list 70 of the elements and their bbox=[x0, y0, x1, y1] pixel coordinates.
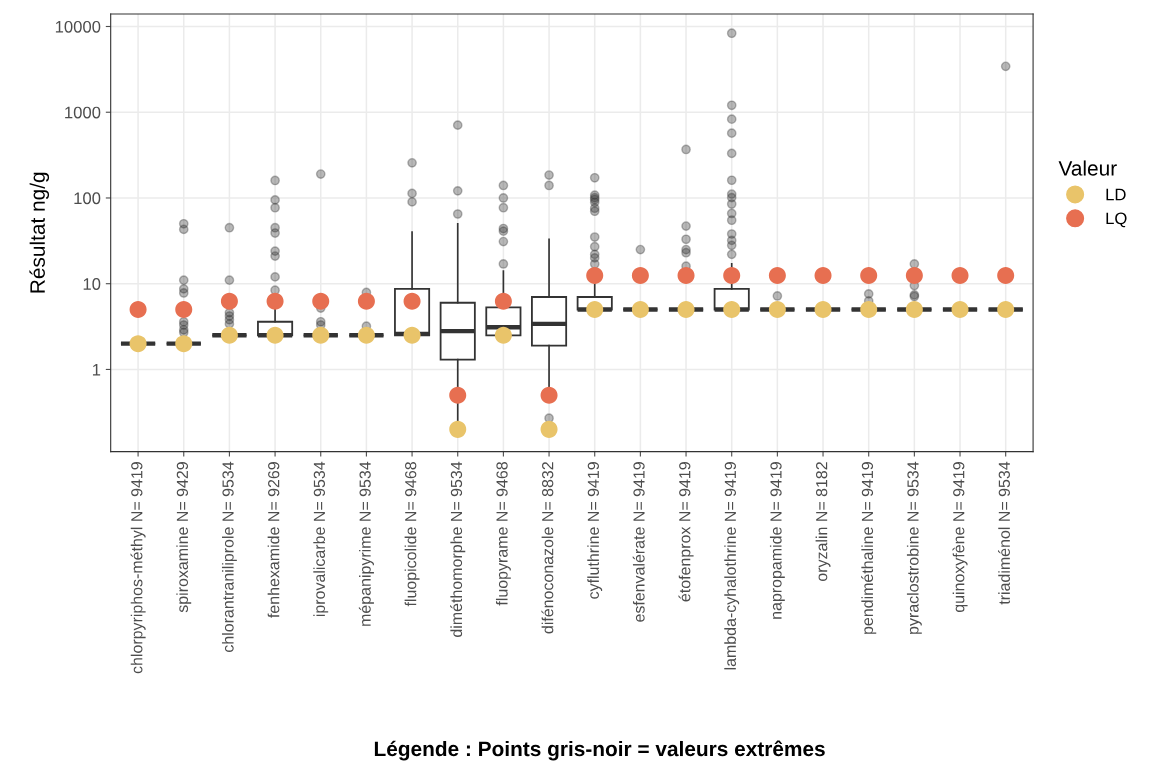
point bbox=[129, 301, 147, 319]
point bbox=[677, 301, 695, 319]
point bbox=[905, 266, 923, 284]
point bbox=[357, 326, 375, 344]
y-tick-label: 10000 bbox=[55, 20, 101, 33]
point bbox=[357, 292, 375, 310]
x-tick-label: oryzalin N= 8182 bbox=[815, 462, 831, 581]
legend-title: Valeur bbox=[1058, 160, 1117, 176]
y-tick-label: 1 bbox=[92, 364, 101, 376]
x-tick-label: fluopicolide N= 9468 bbox=[404, 462, 420, 607]
point bbox=[494, 326, 512, 344]
point bbox=[312, 292, 330, 310]
point bbox=[723, 266, 741, 284]
x-tick-label: pendiméthaline N= 9419 bbox=[861, 462, 877, 634]
point bbox=[220, 326, 238, 344]
point bbox=[951, 266, 969, 284]
point bbox=[586, 266, 604, 284]
y-tick-label: 10 bbox=[83, 278, 101, 290]
point bbox=[266, 292, 284, 310]
point bbox=[677, 266, 695, 284]
point bbox=[220, 292, 238, 310]
x-tick-label: diméthomorphe N= 9534 bbox=[450, 461, 466, 637]
point bbox=[631, 266, 649, 284]
x-tick-label: étofenprox N= 9419 bbox=[678, 462, 694, 602]
x-tick-label: mépanipyrime N= 9534 bbox=[358, 461, 374, 626]
x-tick-label: iprovalicarbe N= 9534 bbox=[313, 461, 329, 617]
point bbox=[494, 292, 512, 310]
x-tick-label: difénoconazole N= 8832 bbox=[541, 462, 554, 634]
x-tick-label: cyfluthrine N= 9419 bbox=[587, 462, 603, 599]
legend-label: LQ bbox=[1106, 212, 1127, 228]
point bbox=[951, 301, 969, 319]
point bbox=[540, 420, 558, 438]
point bbox=[540, 386, 558, 404]
point bbox=[129, 335, 147, 353]
point bbox=[449, 420, 467, 438]
point bbox=[814, 301, 832, 319]
point bbox=[266, 326, 284, 344]
x-tick-label: pyraclostrobine N= 9534 bbox=[906, 461, 922, 634]
point bbox=[997, 266, 1015, 284]
y-tick-label: 100 bbox=[74, 192, 101, 205]
x-tick-label: chlorantraniliprole N= 9534 bbox=[221, 461, 237, 652]
legend-label: LD bbox=[1106, 188, 1126, 201]
point bbox=[403, 326, 421, 344]
point bbox=[768, 301, 786, 319]
point bbox=[175, 335, 193, 353]
point bbox=[175, 301, 193, 319]
x-tick-label: esfenvalérate N= 9419 bbox=[632, 462, 645, 622]
y-tick-label: 1000 bbox=[65, 106, 101, 119]
x-tick-label: quinoxyfène N= 9419 bbox=[952, 462, 968, 613]
point bbox=[723, 301, 741, 319]
point bbox=[768, 266, 786, 284]
x-tick-label: fenhexamide N= 9269 bbox=[267, 462, 280, 618]
x-tick-label: triadiménol N= 9534 bbox=[998, 461, 1010, 605]
x-tick-label: lambda-cyhalothrine N= 9419 bbox=[724, 462, 740, 670]
point bbox=[997, 301, 1015, 319]
x-tick-label: chlorpyriphos-méthyl N= 9419 bbox=[130, 462, 146, 674]
point bbox=[586, 301, 604, 319]
point bbox=[860, 301, 878, 319]
text: Légende : Points gris-noir = valeurs extrêmes bbox=[374, 740, 825, 761]
point bbox=[860, 266, 878, 284]
point bbox=[403, 292, 421, 310]
point bbox=[449, 386, 467, 404]
point bbox=[905, 301, 923, 319]
point bbox=[631, 301, 649, 319]
x-tick-label: fluopyrame N= 9468 bbox=[495, 462, 511, 606]
point bbox=[312, 326, 330, 344]
y-axis-title: Résultat ng/g bbox=[29, 172, 50, 293]
x-tick-label: spiroxamine N= 9429 bbox=[176, 462, 192, 613]
x-tick-label: napropamide N= 9419 bbox=[769, 462, 785, 619]
point bbox=[814, 266, 832, 284]
